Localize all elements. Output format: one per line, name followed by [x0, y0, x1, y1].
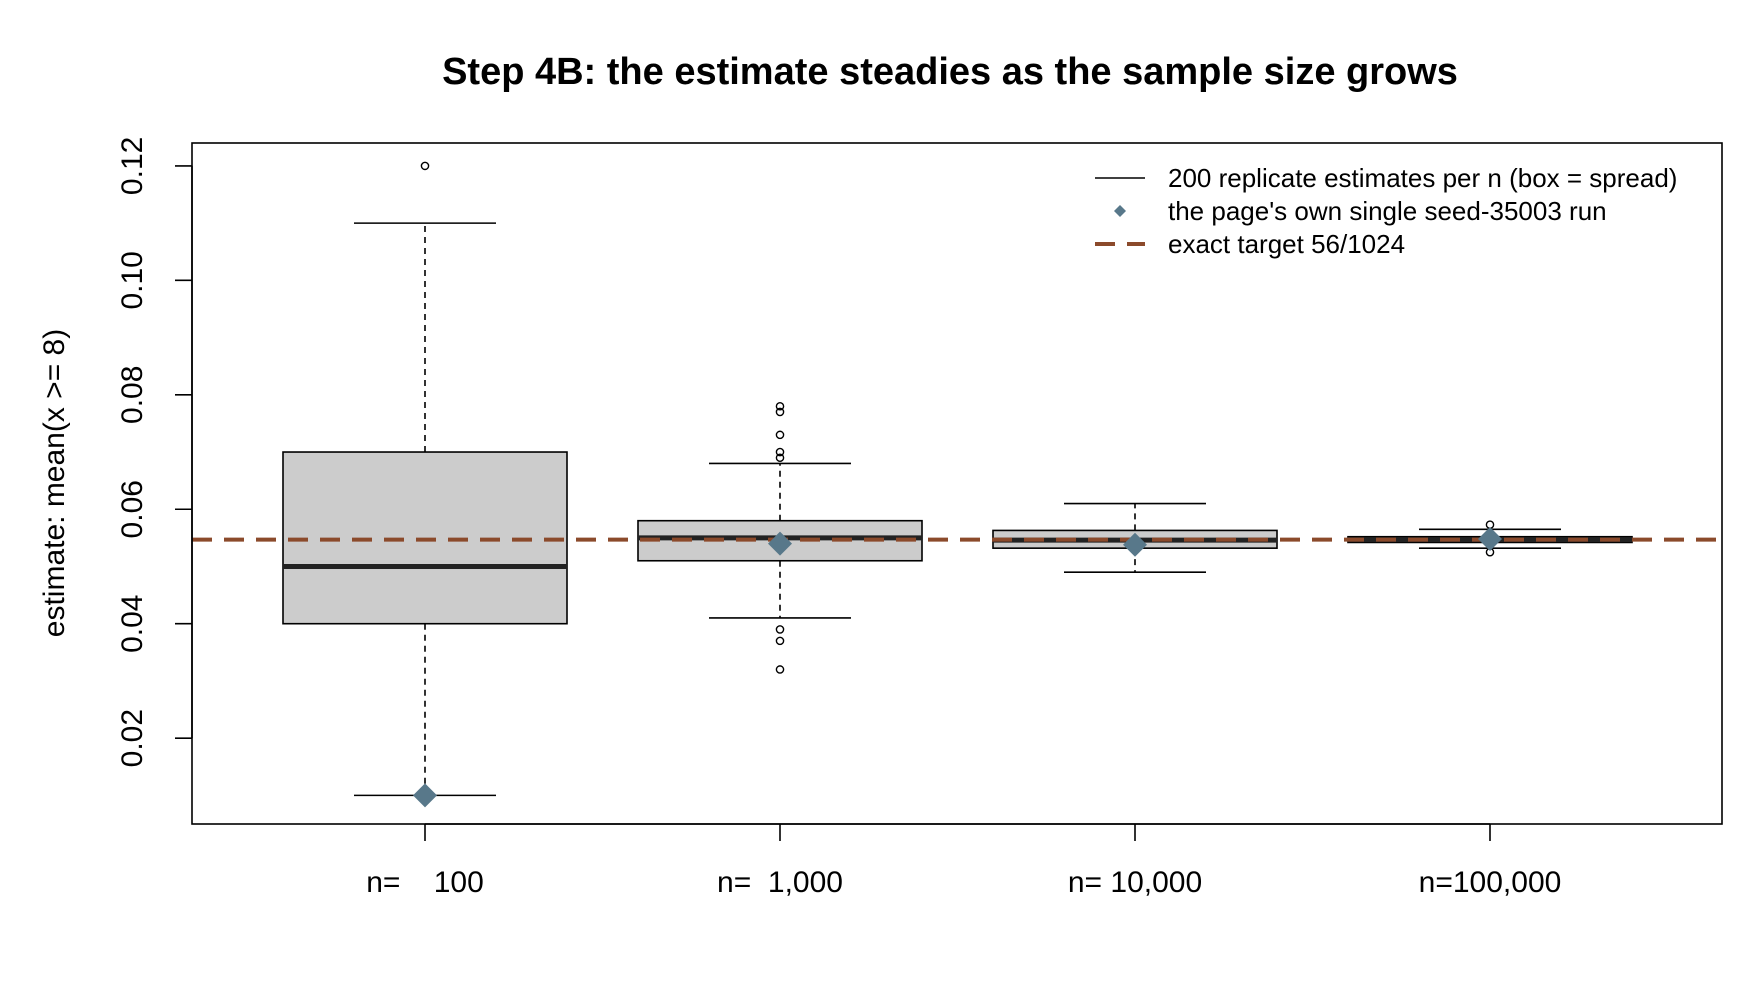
y-tick-label: 0.04 — [116, 595, 149, 653]
y-axis-label: estimate: mean(x >= 8) — [38, 329, 71, 637]
outlier-point — [775, 625, 785, 634]
outlier-point — [775, 665, 785, 674]
y-tick-label: 0.10 — [116, 251, 149, 309]
x-tick-label: n= 1,000 — [717, 866, 843, 899]
y-tick-label: 0.06 — [116, 480, 149, 538]
x-tick-label: n=100,000 — [1419, 866, 1562, 899]
x-tick-label: n= 10,000 — [1068, 866, 1202, 899]
y-tick-label: 0.12 — [116, 137, 149, 195]
x-axis: n= 100 n= 1,000 n= 10,000 n=100,000 — [366, 823, 1562, 899]
outlier-point — [775, 401, 785, 411]
y-tick-label: 0.02 — [116, 709, 149, 767]
chart-title: Step 4B: the estimate steadies as the sa… — [442, 51, 1458, 93]
y-axis: 0.02 0.04 0.06 0.08 0.10 0.12 — [116, 137, 193, 767]
outlier-point — [775, 636, 785, 646]
single-run-marker — [1478, 527, 1502, 552]
legend-label: 200 replicate estimates per n (box = spr… — [1168, 163, 1677, 193]
outlier-point — [775, 407, 785, 417]
boxes-layer — [282, 161, 1633, 797]
legend-label: exact target 56/1024 — [1168, 229, 1405, 259]
x-tick-label: n= 100 — [366, 866, 484, 899]
outlier-point — [775, 430, 785, 440]
single-run-marker — [1123, 532, 1147, 557]
outlier-point — [775, 453, 785, 463]
single-run-marker — [413, 783, 437, 808]
single-run-marker — [768, 531, 792, 556]
y-tick-label: 0.08 — [116, 366, 149, 424]
legend-diamond-symbol — [1114, 205, 1126, 217]
legend: 200 replicate estimates per n (box = spr… — [1095, 163, 1677, 259]
legend-label: the page's own single seed-35003 run — [1168, 196, 1607, 226]
outlier-point — [775, 447, 785, 457]
single-run-markers-layer — [413, 527, 1502, 808]
outlier-point — [420, 161, 430, 171]
